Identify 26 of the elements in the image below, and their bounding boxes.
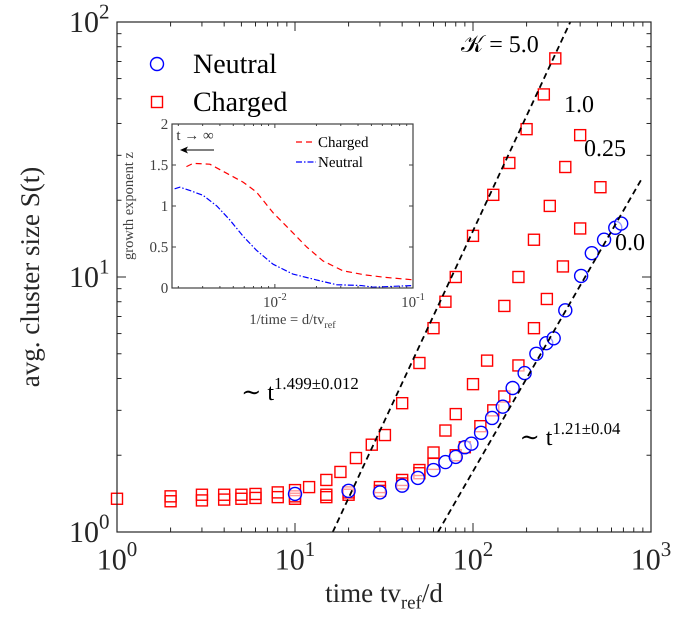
x-tick-label: 10$^{-1}$ xyxy=(401,292,425,311)
y-axis-title: avg. cluster size S(t) xyxy=(15,166,45,388)
x-tick-label: 10$^{1}$ xyxy=(274,537,316,576)
legend-label: Charged xyxy=(193,87,288,118)
y-axis-title: growth exponent z xyxy=(121,151,137,260)
x-axis-title: 1/time = d/tv$_{ref}$ xyxy=(249,312,336,331)
annotation: ∼ t$^{1.21±0.04}$ xyxy=(520,419,621,451)
annotation: 0.25 xyxy=(584,136,626,162)
annotation: 0.0 xyxy=(615,230,645,256)
x-tick-label: 10$^{2}$ xyxy=(452,537,494,576)
annotation: 1.0 xyxy=(564,92,594,118)
legend-label: Neutral xyxy=(318,154,363,171)
y-tick-label: 0 xyxy=(160,280,168,297)
y-tick-label: 10$^{2}$ xyxy=(69,0,110,39)
y-tick-label: 2 xyxy=(160,116,168,133)
legend-label: Charged xyxy=(318,134,370,151)
y-tick-label: 1 xyxy=(160,198,168,215)
x-tick-label: 10$^{3}$ xyxy=(630,537,672,576)
y-tick-label: 0.5 xyxy=(150,240,168,256)
x-axis-title: time tv$_{ref}$/d xyxy=(325,578,444,614)
annotation: t → ∞ xyxy=(176,128,214,144)
annotation: ∼ t$^{1.499±0.012}$ xyxy=(241,374,359,406)
annotation: 𝒦 = 5.0 xyxy=(461,32,539,58)
legend-label: Neutral xyxy=(193,49,278,80)
y-tick-label: 1.5 xyxy=(150,158,168,174)
x-tick-label: 10$^{-2}$ xyxy=(262,292,287,311)
